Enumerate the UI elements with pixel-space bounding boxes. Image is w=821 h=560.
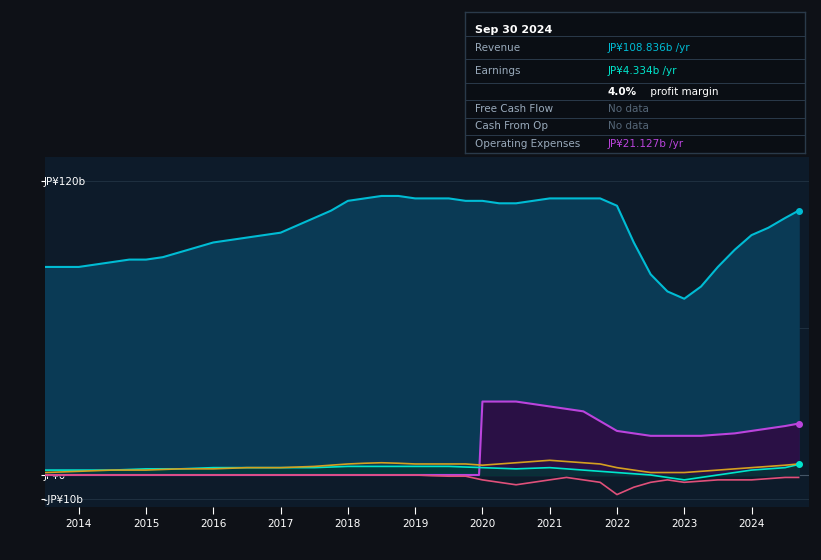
Text: Operating Expenses: Operating Expenses [475,139,580,149]
Text: Revenue: Revenue [475,43,521,53]
Text: profit margin: profit margin [647,87,718,97]
Text: No data: No data [608,104,649,114]
Text: JP¥4.334b /yr: JP¥4.334b /yr [608,66,677,76]
Text: Sep 30 2024: Sep 30 2024 [475,25,553,35]
Text: JP¥108.836b /yr: JP¥108.836b /yr [608,43,690,53]
Text: 4.0%: 4.0% [608,87,637,97]
Text: Cash From Op: Cash From Op [475,122,548,132]
Text: JP¥21.127b /yr: JP¥21.127b /yr [608,139,684,149]
Text: No data: No data [608,122,649,132]
Text: Free Cash Flow: Free Cash Flow [475,104,553,114]
Text: Earnings: Earnings [475,66,521,76]
